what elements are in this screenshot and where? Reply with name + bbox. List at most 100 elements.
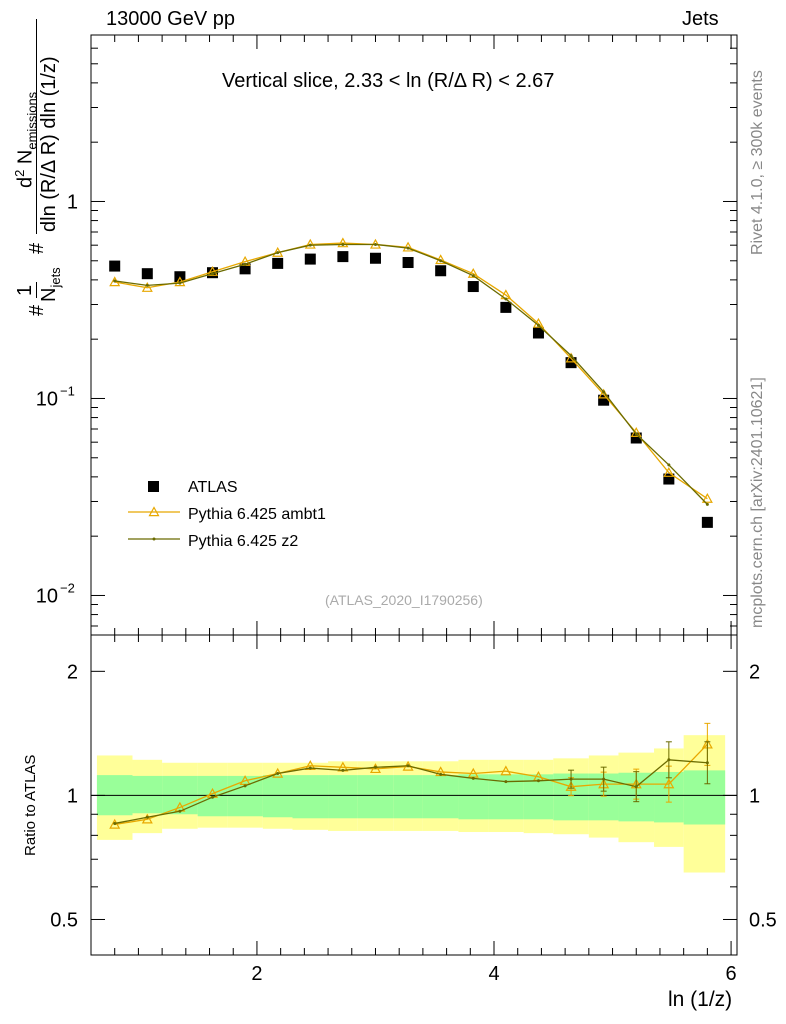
x-tick-label: 2 (251, 963, 262, 985)
y-tick-label-ratio-right: 2 (749, 661, 760, 683)
z2-ratio-point (471, 776, 475, 780)
header-right: Jets (682, 8, 719, 30)
legend-entry: Pythia 6.425 z2 (188, 533, 298, 550)
z2-point (178, 281, 182, 285)
ambt1-point (402, 241, 414, 252)
atlas-point (663, 473, 675, 485)
legend-atlas-marker (148, 481, 159, 492)
ambt1-ratio-point (141, 813, 153, 824)
atlas-point (701, 516, 713, 528)
y-axis-label-main: # 1 Njets # d2 Nemissions dln (R/Δ R) dl… (12, 16, 63, 316)
z2-ratio-point (145, 815, 149, 819)
z2-point (471, 274, 475, 278)
y-tick-label-ratio: 2 (67, 661, 78, 683)
legend: ATLAS Pythia 6.425 ambt1 Pythia 6.425 z2 (128, 479, 326, 550)
y-tick-label-ratio-right: 1 (749, 785, 760, 807)
ylabel-frac-den: Njets (38, 267, 63, 302)
legend-entry: Pythia 6.425 ambt1 (188, 506, 326, 523)
ambt1-ratio-point (500, 765, 512, 776)
header-left: 13000 GeV pp (106, 8, 235, 30)
z2-point (243, 262, 247, 266)
band-green-10 (422, 775, 459, 819)
x-tick-label: 4 (488, 963, 499, 985)
y-tick-label-0.01: 10 (36, 585, 58, 607)
z2-point (705, 502, 709, 506)
band-green-11 (458, 774, 489, 820)
z2-ratio-point (276, 772, 280, 776)
ambt1-point (304, 238, 316, 249)
chart-title: Vertical slice, 2.33 < ln (R/Δ R) < 2.67 (222, 70, 555, 92)
atlas-point (467, 281, 479, 293)
atlas-point (369, 252, 381, 264)
y-tick-label-0.1-exp: −1 (60, 383, 75, 398)
atlas-point (435, 265, 447, 277)
z2-point (113, 279, 117, 283)
band-green-8 (357, 775, 394, 819)
ambt1-point (663, 466, 675, 477)
legend-ambt1-marker (148, 506, 160, 517)
watermark: (ATLAS_2020_I1790256) (325, 592, 483, 608)
ambt1-point (701, 492, 713, 503)
band-green-4 (227, 775, 263, 817)
atlas-point (109, 260, 121, 272)
atlas-point (402, 257, 414, 269)
z2-ratio-point (341, 768, 345, 772)
atlas-point (598, 394, 610, 406)
atlas-point (630, 432, 642, 444)
z2-ratio-point (243, 784, 247, 788)
band-green-9 (393, 775, 423, 819)
z2-point (406, 246, 410, 250)
z2-point (569, 354, 573, 358)
ylabel-hash-1: # (26, 304, 48, 316)
z2-ratio-point (536, 779, 540, 783)
atlas-point (500, 301, 512, 313)
y-tick-label-ratio: 1 (67, 785, 78, 807)
rivet-label: Rivet 4.1.0, ≥ 300k events (749, 70, 766, 255)
y-tick-label-0.1: 10 (36, 388, 58, 410)
line-main-z2 (114, 243, 708, 505)
band-green-1 (132, 775, 163, 814)
z2-ratio-point (439, 772, 443, 776)
z2-point (373, 242, 377, 246)
z2-ratio-point (308, 766, 312, 770)
z2-ratio-point (210, 795, 214, 799)
data-series (109, 237, 713, 829)
legend-z2-marker (152, 537, 156, 541)
band-green-18 (683, 770, 726, 825)
z2-point (308, 243, 312, 247)
x-axis-label: ln (1/z) (668, 988, 733, 1011)
z2-ratio-point (406, 764, 410, 768)
y-tick-label-ratio-right: 0.5 (749, 909, 777, 931)
z2-point (210, 272, 214, 276)
ambt1-point (337, 237, 349, 248)
ylabel-hash-2: # (26, 242, 48, 254)
ambt1-point (206, 265, 219, 276)
x-tick-label: 6 (726, 963, 737, 985)
ambt1-point (174, 276, 186, 287)
z2-point (145, 283, 149, 287)
atlas-point (272, 257, 284, 269)
ambt1-point (141, 281, 153, 292)
z2-point (504, 297, 508, 301)
legend-entry: ATLAS (188, 479, 238, 496)
ambt1-point (630, 427, 642, 437)
band-green-5 (262, 775, 293, 818)
z2-point (667, 463, 671, 467)
z2-point (602, 390, 606, 394)
z2-point (536, 323, 540, 327)
ambt1-ratio-point (369, 763, 381, 774)
z2-ratio-point (113, 821, 117, 825)
band-green-7 (328, 775, 358, 819)
ratio-uncertainty-bands (96, 735, 726, 873)
ambt1-ratio-point (109, 818, 121, 829)
line-main-ambt1 (114, 242, 708, 500)
atlas-point (337, 251, 349, 263)
ylabel-denominator: dln (R/Δ R) dln (1/z) (38, 56, 60, 232)
atlas-point (304, 253, 316, 265)
site-label: mcplots.cern.ch [arXiv:2401.10621] (749, 377, 766, 628)
y-tick-label-0.01-exp: −2 (60, 580, 75, 595)
z2-point (276, 251, 280, 255)
z2-point (439, 259, 443, 263)
atlas-point (141, 268, 153, 280)
